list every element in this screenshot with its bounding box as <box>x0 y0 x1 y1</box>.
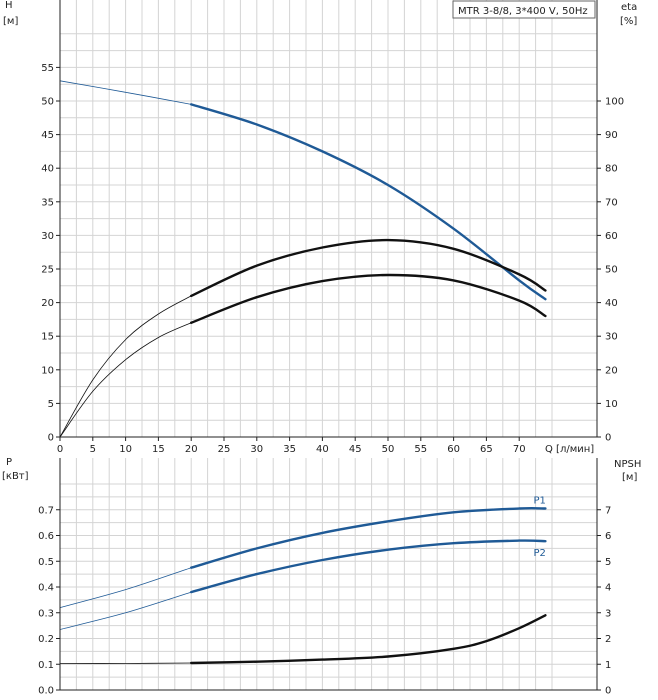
series-h-thin <box>59 80 192 105</box>
right-tick-label: 40 <box>605 298 618 309</box>
left-tick-label: 25 <box>41 265 54 276</box>
series-p1-thin <box>59 567 192 608</box>
right-tick-label: 4 <box>605 583 611 594</box>
x-tick-label: 20 <box>185 444 198 455</box>
right-tick-label: 90 <box>605 130 618 141</box>
left-tick-label: 0.2 <box>38 634 54 645</box>
right-tick-label: 7 <box>605 505 611 516</box>
right-tick-label: 5 <box>605 557 611 568</box>
legend-text: MTR 3-8/8, 3*400 V, 50Hz <box>458 6 588 17</box>
series-p2 <box>190 539 547 594</box>
left-tick-label: 10 <box>41 365 54 376</box>
right-axis-label-top: eta <box>621 2 637 13</box>
right-tick-label: 20 <box>605 365 618 376</box>
axes-layer: 0510152025303540455055010203040506070809… <box>41 0 624 455</box>
right-tick-label: 60 <box>605 231 618 242</box>
right-tick-label: 0 <box>605 686 611 697</box>
x-tick-label: 50 <box>382 444 395 455</box>
series-p2-thin <box>59 591 192 630</box>
x-tick-label: 65 <box>480 444 493 455</box>
left-tick-label: 50 <box>41 97 54 108</box>
power-axis-label: P <box>6 457 12 468</box>
left-axis-label-top: H <box>5 0 13 11</box>
left-tick-label: 0.7 <box>38 505 54 516</box>
left-tick-label: 0.6 <box>38 531 54 542</box>
x-tick-label: 45 <box>349 444 362 455</box>
right-tick-label: 50 <box>605 265 618 276</box>
left-tick-label: 5 <box>48 399 54 410</box>
grid <box>59 0 597 438</box>
left-axis-unit: [м] <box>3 16 18 27</box>
x-tick-label: 10 <box>119 444 132 455</box>
right-tick-label: 30 <box>605 332 618 343</box>
series-eta2-thin <box>59 322 192 438</box>
right-tick-label: 100 <box>605 97 624 108</box>
left-tick-label: 30 <box>41 231 54 242</box>
left-tick-label: 0.1 <box>38 660 54 671</box>
series-p1 <box>190 506 547 569</box>
right-tick-label: 2 <box>605 634 611 645</box>
right-tick-label: 1 <box>605 660 611 671</box>
left-tick-label: 45 <box>41 130 54 141</box>
grid <box>59 458 597 691</box>
x-axis-label: Q [л/мин] <box>545 444 594 455</box>
x-tick-label: 70 <box>513 444 526 455</box>
right-axis-unit: [%] <box>620 16 637 27</box>
x-tick-label: 15 <box>152 444 165 455</box>
right-tick-label: 3 <box>605 608 611 619</box>
series-label-p2: P2 <box>533 548 545 559</box>
left-tick-label: 35 <box>41 197 54 208</box>
x-tick-label: 55 <box>414 444 427 455</box>
left-tick-label: 40 <box>41 164 54 175</box>
series-layer <box>59 80 547 438</box>
npsh-axis-unit: [м] <box>622 472 637 483</box>
x-tick-label: 40 <box>316 444 329 455</box>
left-tick-label: 0.0 <box>38 686 54 697</box>
legend-box <box>452 0 596 19</box>
series-layer: P1 P2 <box>59 495 547 665</box>
series-npsh <box>190 614 547 665</box>
left-tick-label: 0 <box>48 433 54 444</box>
left-tick-label: 0.4 <box>38 583 54 594</box>
power-axis-unit: [кВт] <box>2 471 29 482</box>
left-tick-label: 0.3 <box>38 608 54 619</box>
x-tick-label: 30 <box>250 444 263 455</box>
left-tick-label: 20 <box>41 298 54 309</box>
right-tick-label: 80 <box>605 164 618 175</box>
left-tick-label: 15 <box>41 332 54 343</box>
right-tick-label: 6 <box>605 531 611 542</box>
series-npsh-thin <box>59 662 192 664</box>
series-eta <box>190 238 547 298</box>
x-tick-label: 0 <box>57 444 63 455</box>
x-tick-label: 35 <box>283 444 296 455</box>
head-efficiency-panel: 0510152025303540455055010203040506070809… <box>3 0 637 455</box>
series-eta-thin <box>59 295 192 438</box>
left-tick-label: 0.5 <box>38 557 54 568</box>
x-tick-label: 60 <box>447 444 460 455</box>
npsh-axis-label: NPSH <box>614 459 641 470</box>
axes-layer: 0.0 0.1 0.2 0.3 0.4 0.5 0.6 0.7 0 1 2 3 4 5 6 7 <box>38 458 611 697</box>
series-h <box>190 103 547 301</box>
right-tick-label: 0 <box>605 433 611 444</box>
x-tick-label: 25 <box>218 444 231 455</box>
series-label-p1: P1 <box>533 495 545 506</box>
right-tick-label: 70 <box>605 197 618 208</box>
x-tick-label: 5 <box>90 444 96 455</box>
left-tick-label: 55 <box>41 63 54 74</box>
series-eta2 <box>190 273 547 324</box>
right-tick-label: 10 <box>605 399 618 410</box>
